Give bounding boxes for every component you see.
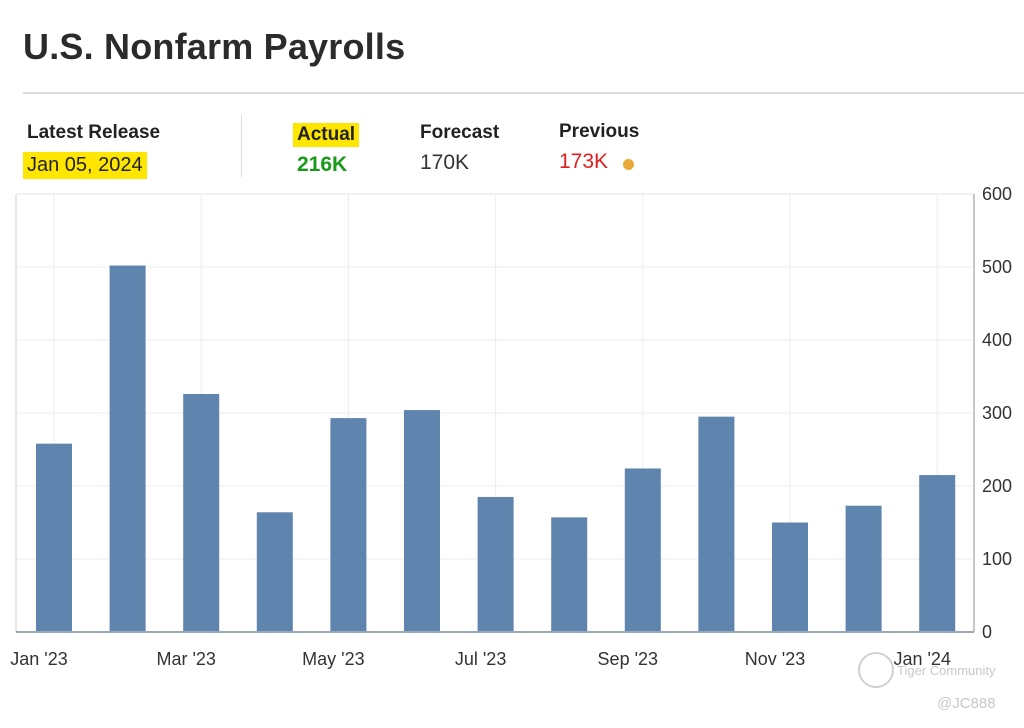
- y-tick-label: 600: [982, 184, 1012, 204]
- bar-4: [256, 512, 293, 632]
- bar-5: [330, 418, 367, 632]
- bar-3: [183, 394, 220, 632]
- forecast-label: Forecast: [420, 122, 500, 143]
- bar-2: [109, 265, 146, 632]
- header-divider: [23, 92, 1024, 94]
- x-tick-label: Nov '23: [745, 649, 805, 669]
- x-tick-label: Jul '23: [455, 649, 506, 669]
- y-tick-label: 200: [982, 476, 1012, 496]
- bar-7: [477, 496, 514, 632]
- watermark-brand: Tiger Community: [897, 663, 996, 678]
- latest-release-date: Jan 05, 2024: [23, 152, 147, 179]
- bar-6: [404, 410, 440, 632]
- actual-label: Actual: [293, 123, 360, 147]
- y-tick-label: 500: [982, 257, 1012, 277]
- tiger-community-logo-icon: [858, 652, 894, 688]
- x-tick-label: Jan '24: [893, 649, 950, 669]
- bar-12: [845, 505, 882, 632]
- y-tick-label: 400: [982, 330, 1012, 350]
- y-tick-label: 100: [982, 549, 1012, 569]
- bar-8: [551, 517, 588, 632]
- bar-9: [624, 468, 661, 632]
- previous-revision-dot: [623, 159, 634, 170]
- previous-label: Previous: [559, 121, 640, 142]
- page-title: U.S. Nonfarm Payrolls: [23, 26, 406, 67]
- x-tick-label: Jan '23: [10, 649, 67, 669]
- actual-value: 216K: [297, 153, 348, 176]
- bar-11: [772, 522, 808, 632]
- forecast-value: 170K: [420, 151, 470, 174]
- stats-divider: [241, 115, 242, 177]
- x-tick-label: May '23: [302, 649, 364, 669]
- x-tick-label: Sep '23: [598, 649, 659, 669]
- y-tick-label: 0: [982, 622, 992, 642]
- bar-13: [919, 475, 956, 632]
- latest-release-label: Latest Release: [27, 122, 161, 143]
- previous-value: 173K: [559, 150, 609, 173]
- y-tick-label: 300: [982, 403, 1012, 423]
- watermark-handle: @JC888: [937, 695, 996, 712]
- x-tick-label: Mar '23: [156, 649, 215, 669]
- bar-1: [36, 443, 72, 632]
- bar-10: [698, 416, 735, 632]
